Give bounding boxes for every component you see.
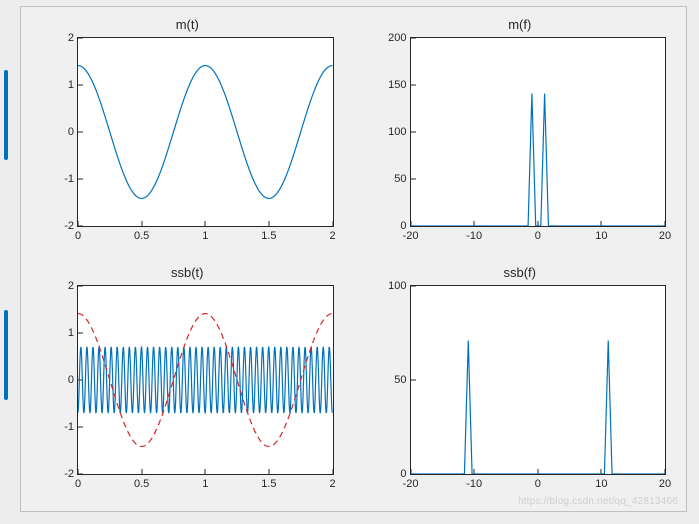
ytick-label: 0 xyxy=(68,126,74,138)
xtick-label: -20 xyxy=(403,478,419,490)
ytick-label: 1 xyxy=(68,327,74,339)
xtick-label: 2 xyxy=(329,230,335,242)
xtick-label: 0 xyxy=(75,478,81,490)
subplot-mf: m(f) 050100150200-20-1001020 xyxy=(364,17,677,253)
series-line xyxy=(78,66,333,199)
xtick-label: -20 xyxy=(403,230,419,242)
series-line xyxy=(411,93,666,226)
xtick-label: 1.5 xyxy=(261,230,276,242)
ytick-label: 100 xyxy=(388,280,406,292)
xtick-label: 0 xyxy=(75,230,81,242)
xtick-label: 20 xyxy=(659,478,671,490)
ytick-label: -2 xyxy=(64,220,74,232)
ytick-label: 100 xyxy=(388,126,406,138)
xtick-label: 0.5 xyxy=(134,478,149,490)
subplot-title: m(f) xyxy=(364,17,677,35)
left-scroll-gutter xyxy=(0,0,18,524)
xtick-label: 1 xyxy=(202,230,208,242)
xtick-label: 10 xyxy=(595,478,607,490)
xtick-label: 10 xyxy=(595,230,607,242)
axes: -2-101200.511.52 xyxy=(77,37,334,227)
ytick-label: -2 xyxy=(64,468,74,480)
axes: 050100150200-20-1001020 xyxy=(410,37,667,227)
plot-svg xyxy=(411,286,666,474)
axes: -2-101200.511.52 xyxy=(77,285,334,475)
xtick-label: 0 xyxy=(535,478,541,490)
series-line xyxy=(411,341,666,474)
ytick-label: 50 xyxy=(394,173,406,185)
subplot-ssbf: ssb(f) 050100-20-1001020 xyxy=(364,265,677,501)
plot-svg xyxy=(78,38,333,226)
subplot-title: ssb(f) xyxy=(364,265,677,283)
ytick-label: 150 xyxy=(388,79,406,91)
matlab-figure: m(t)-2-101200.511.52m(f)050100150200-20-… xyxy=(20,6,687,512)
series-line xyxy=(78,347,333,413)
ytick-label: -1 xyxy=(64,421,74,433)
ytick-label: 50 xyxy=(394,374,406,386)
subplot-mt: m(t)-2-101200.511.52 xyxy=(31,17,344,253)
gutter-wave-hint xyxy=(4,310,8,400)
plot-svg xyxy=(78,286,333,474)
subplot-title: m(t) xyxy=(31,17,344,35)
ytick-label: 200 xyxy=(388,32,406,44)
ytick-label: 2 xyxy=(68,280,74,292)
subplot-grid: m(t)-2-101200.511.52m(f)050100150200-20-… xyxy=(31,17,676,501)
xtick-label: 0 xyxy=(535,230,541,242)
xtick-label: 1 xyxy=(202,478,208,490)
xtick-label: 0.5 xyxy=(134,230,149,242)
ytick-label: -1 xyxy=(64,173,74,185)
axes: 050100-20-1001020 xyxy=(410,285,667,475)
xtick-label: 2 xyxy=(329,478,335,490)
plot-svg xyxy=(411,38,666,226)
gutter-wave-hint xyxy=(4,70,8,160)
ytick-label: 2 xyxy=(68,32,74,44)
ytick-label: 0 xyxy=(68,374,74,386)
xtick-label: 1.5 xyxy=(261,478,276,490)
xtick-label: 20 xyxy=(659,230,671,242)
xtick-label: -10 xyxy=(466,230,482,242)
ytick-label: 1 xyxy=(68,79,74,91)
subplot-ssbt: ssb(t)-2-101200.511.52 xyxy=(31,265,344,501)
xtick-label: -10 xyxy=(466,478,482,490)
subplot-title: ssb(t) xyxy=(31,265,344,283)
